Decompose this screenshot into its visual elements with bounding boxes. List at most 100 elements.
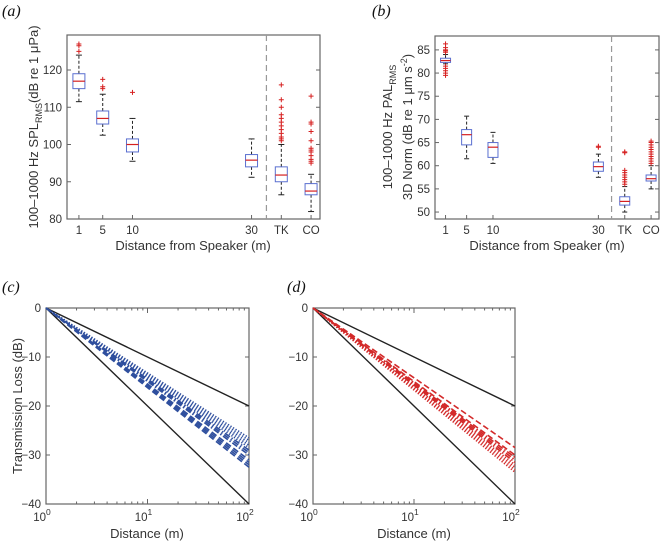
series-line-dashed (45, 307, 250, 466)
y-tick-label: 120 (43, 65, 62, 77)
outlier-marker (278, 97, 284, 103)
y-tick-label: 75 (417, 91, 430, 103)
outlier-marker (443, 41, 449, 47)
box-10 (125, 89, 139, 162)
x-tick-label: CO (642, 225, 659, 237)
box-TK (619, 149, 631, 213)
x-tick-label: CO (302, 225, 319, 237)
y-tick-label: −20 (288, 401, 308, 413)
series-line-dashed (45, 307, 250, 461)
box-5 (96, 76, 110, 136)
outlier-marker (595, 143, 601, 149)
box-30 (592, 143, 604, 178)
series-line-solid (45, 307, 250, 407)
series-line-solid (312, 307, 516, 407)
outlier-marker (100, 84, 106, 90)
outlier-marker (129, 89, 135, 95)
x-tick-label: 30 (592, 225, 605, 237)
series-line-dashdot (312, 307, 516, 459)
box-30 (245, 138, 259, 178)
axes-box (66, 34, 321, 220)
outlier-marker (76, 48, 82, 54)
x-tick-label: 30 (245, 225, 258, 237)
series-line-dashdot (312, 307, 516, 461)
outlier-marker (648, 138, 654, 144)
outlier-marker (308, 128, 314, 134)
outlier-marker (100, 76, 106, 82)
x-tick-label: 1 (76, 225, 82, 237)
xlabel-a: Distance from Speaker (m) (115, 238, 270, 253)
series-line-solid (45, 307, 250, 505)
panel-label-a: (a) (2, 3, 21, 20)
y-tick-label: −10 (288, 352, 308, 364)
y-tick-label: 50 (417, 207, 430, 219)
y-tick-label: −40 (288, 499, 308, 511)
series-line-dashed (312, 307, 516, 456)
series-line-dashdot (45, 307, 250, 454)
y-tick-label: 110 (44, 102, 62, 114)
ylabel-a: 100–1000 Hz SPLRMS(dB re 1 μPa) (26, 25, 44, 228)
box-1 (440, 41, 452, 78)
x-tick-label: 102 (502, 507, 520, 524)
box-10 (487, 131, 499, 164)
y-tick-label: 0 (302, 303, 308, 315)
box-CO (304, 93, 318, 213)
panel-label-b: (b) (372, 3, 391, 20)
outlier-marker (278, 112, 284, 118)
box-iqr (645, 174, 657, 182)
outlier-marker (308, 119, 314, 125)
series-line-dotted (45, 307, 250, 446)
y-tick-label: 85 (417, 45, 430, 57)
y-tick-label: −10 (21, 352, 41, 364)
y-tick-label: 70 (417, 114, 430, 126)
ylabel-b-line1: 100–1000 Hz PALRMS (380, 65, 398, 190)
y-tick-label: −30 (288, 450, 308, 462)
y-tick-label: −40 (21, 499, 41, 511)
box-iqr (274, 166, 288, 183)
panel-label-c: (c) (2, 279, 20, 296)
series-line-dotted (312, 307, 516, 473)
x-tick-label: 101 (135, 507, 153, 524)
series-line-dashdot (45, 307, 250, 456)
outlier-marker (278, 82, 284, 88)
series-line-dashed (45, 307, 250, 468)
outlier-marker (308, 93, 314, 99)
series-line-dashdot (45, 307, 250, 451)
box-iqr (461, 129, 473, 146)
y-tick-label: 100 (43, 140, 62, 152)
box-iqr (125, 138, 139, 153)
box-iqr (487, 142, 499, 158)
outlier-marker (76, 41, 82, 47)
y-tick-label: −30 (21, 450, 41, 462)
xlabel-d: Distance (m) (377, 526, 451, 541)
x-tick-label: TK (617, 225, 632, 237)
series-line-dotted (45, 307, 250, 441)
box-iqr (304, 183, 318, 196)
xlabel-c: Distance (m) (110, 526, 184, 541)
plot-b: 50 55 60 65 70 75 80 85 1 5 10 30 TK CO (417, 35, 660, 237)
box-TK (274, 82, 288, 196)
y-tick-label: −20 (21, 401, 41, 413)
box-CO (645, 138, 657, 190)
y-tick-label: 80 (49, 214, 62, 226)
outlier-marker (622, 149, 628, 155)
outlier-marker (308, 138, 314, 144)
x-tick-label: 5 (100, 225, 106, 237)
outlier-marker (278, 104, 284, 110)
x-tick-label: 5 (463, 225, 469, 237)
x-tick-label: TK (274, 225, 289, 237)
y-tick-label: 80 (417, 68, 430, 80)
x-tick-label: 1 (442, 225, 448, 237)
panel-label-d: (d) (287, 279, 306, 296)
x-tick-label: 10 (126, 225, 139, 237)
y-tick-label: 60 (417, 161, 430, 173)
x-tick-label: 102 (236, 507, 254, 524)
y-tick-label: 90 (49, 177, 62, 189)
series-line-dashed (312, 307, 516, 449)
outlier-marker (443, 63, 449, 69)
y-tick-label: 65 (417, 138, 430, 150)
x-tick-label: 100 (33, 507, 51, 524)
